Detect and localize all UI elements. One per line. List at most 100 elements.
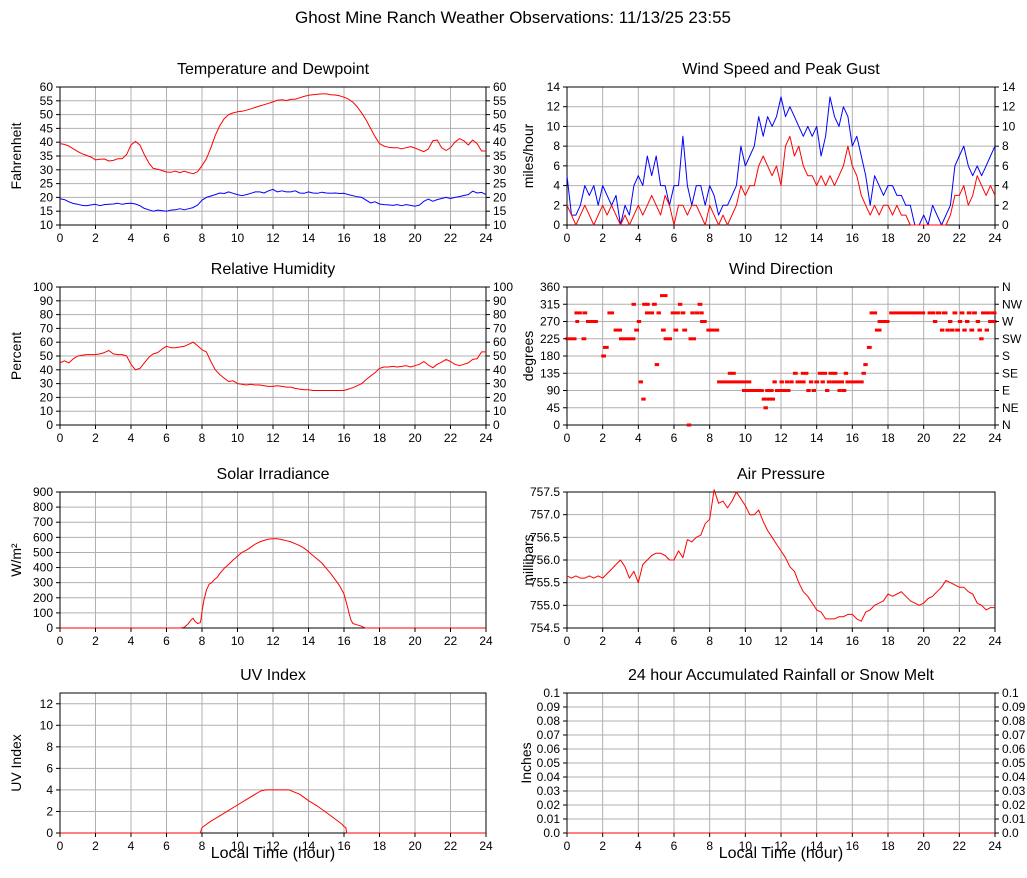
svg-text:0: 0	[564, 231, 571, 245]
svg-text:2: 2	[599, 231, 606, 245]
svg-text:NW: NW	[1002, 297, 1023, 311]
svg-text:20: 20	[917, 634, 931, 648]
svg-text:4: 4	[128, 634, 135, 648]
svg-text:22: 22	[444, 839, 458, 853]
svg-text:20: 20	[408, 431, 422, 445]
svg-text:0.04: 0.04	[537, 770, 561, 784]
svg-text:16: 16	[337, 839, 351, 853]
svg-text:18: 18	[881, 839, 895, 853]
svg-text:8: 8	[553, 139, 560, 153]
svg-text:24: 24	[479, 431, 493, 445]
svg-text:24: 24	[479, 839, 493, 853]
svg-text:315: 315	[540, 297, 560, 311]
svg-text:0: 0	[564, 431, 571, 445]
svg-text:60: 60	[493, 80, 507, 94]
svg-text:22: 22	[444, 431, 458, 445]
y-axis-label-inches: Inches	[518, 742, 534, 784]
svg-text:200: 200	[33, 591, 53, 605]
svg-text:10: 10	[739, 231, 753, 245]
svg-text:16: 16	[846, 431, 860, 445]
svg-text:400: 400	[33, 561, 53, 575]
svg-text:16: 16	[337, 634, 351, 648]
svg-text:14: 14	[302, 431, 316, 445]
svg-text:0: 0	[57, 231, 64, 245]
svg-text:10: 10	[493, 404, 507, 418]
svg-text:60: 60	[493, 335, 507, 349]
svg-text:6: 6	[1002, 159, 1009, 173]
svg-text:SW: SW	[1002, 332, 1022, 346]
svg-text:60: 60	[40, 80, 54, 94]
svg-text:20: 20	[917, 431, 931, 445]
svg-text:0.0: 0.0	[543, 826, 560, 840]
svg-text:SE: SE	[1002, 366, 1018, 380]
svg-text:30: 30	[493, 163, 507, 177]
svg-text:18: 18	[373, 839, 387, 853]
svg-text:2: 2	[599, 839, 606, 853]
svg-text:2: 2	[1002, 198, 1009, 212]
svg-text:8: 8	[706, 839, 713, 853]
svg-text:6: 6	[163, 839, 170, 853]
svg-text:22: 22	[953, 839, 967, 853]
svg-text:4: 4	[553, 179, 560, 193]
svg-text:6: 6	[163, 231, 170, 245]
svg-text:756.5: 756.5	[530, 530, 560, 544]
svg-text:6: 6	[163, 634, 170, 648]
svg-text:22: 22	[444, 634, 458, 648]
svg-text:NE: NE	[1002, 401, 1019, 415]
svg-text:2: 2	[92, 634, 99, 648]
svg-text:20: 20	[40, 390, 54, 404]
svg-text:10: 10	[231, 431, 245, 445]
svg-text:12: 12	[1002, 100, 1016, 114]
chart-title-air-pressure: Air Pressure	[736, 466, 826, 483]
y-axis-label-uv-index: UV Index	[8, 734, 24, 792]
y-axis-label-millibars: millibars	[520, 534, 536, 586]
svg-text:40: 40	[493, 363, 507, 377]
svg-text:14: 14	[810, 431, 824, 445]
chart-title-wind-direction: Wind Direction	[728, 261, 834, 278]
svg-text:6: 6	[671, 634, 678, 648]
svg-text:35: 35	[493, 149, 507, 163]
svg-text:0: 0	[564, 634, 571, 648]
svg-text:600: 600	[33, 530, 53, 544]
svg-text:10: 10	[40, 404, 54, 418]
svg-text:0.05: 0.05	[537, 756, 561, 770]
svg-text:0: 0	[1002, 218, 1009, 232]
svg-text:16: 16	[337, 231, 351, 245]
svg-text:8: 8	[706, 431, 713, 445]
svg-text:0.06: 0.06	[537, 742, 561, 756]
svg-text:40: 40	[40, 135, 54, 149]
y-axis-label-fahrenheit: Fahrenheit	[8, 122, 24, 190]
svg-text:0: 0	[57, 839, 64, 853]
svg-text:90: 90	[40, 294, 54, 308]
svg-text:2: 2	[599, 634, 606, 648]
svg-text:12: 12	[774, 839, 788, 853]
y-axis-label-miles-per-hour: miles/hour	[520, 123, 536, 189]
svg-text:24: 24	[479, 231, 493, 245]
svg-text:6: 6	[671, 839, 678, 853]
svg-text:10: 10	[739, 634, 753, 648]
svg-text:270: 270	[540, 315, 560, 329]
svg-text:10: 10	[231, 634, 245, 648]
svg-text:225: 225	[540, 332, 560, 346]
svg-text:500: 500	[33, 545, 53, 559]
svg-text:2: 2	[92, 231, 99, 245]
svg-text:0: 0	[46, 621, 53, 635]
chart-title-temperature-dewpoint: Temperature and Dewpoint	[176, 61, 370, 78]
svg-text:S: S	[1002, 349, 1010, 363]
svg-text:0.01: 0.01	[537, 812, 561, 826]
svg-text:45: 45	[40, 121, 54, 135]
svg-text:N: N	[1002, 280, 1011, 294]
svg-text:18: 18	[881, 634, 895, 648]
svg-text:4: 4	[635, 634, 642, 648]
svg-text:0.02: 0.02	[1002, 798, 1026, 812]
svg-text:14: 14	[810, 839, 824, 853]
svg-text:0: 0	[46, 826, 53, 840]
svg-text:10: 10	[1002, 119, 1016, 133]
svg-text:757.0: 757.0	[530, 508, 560, 522]
svg-text:0: 0	[46, 418, 53, 432]
svg-text:14: 14	[302, 231, 316, 245]
svg-text:12: 12	[547, 100, 561, 114]
chart-title-wind-speed-gust: Wind Speed and Peak Gust	[682, 61, 880, 78]
svg-text:20: 20	[408, 839, 422, 853]
